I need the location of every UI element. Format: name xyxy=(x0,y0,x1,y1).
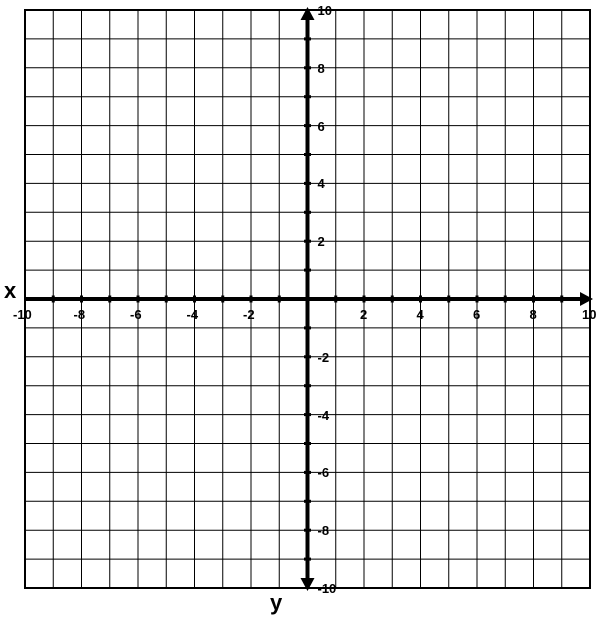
y-tick-label: -6 xyxy=(318,465,330,480)
y-tick-label: -4 xyxy=(318,408,330,423)
x-tick-label: -8 xyxy=(74,307,86,322)
coordinate-grid: -10 -8 -6 -4 -2 2 4 6 8 10 -10 -8 -6 -4 -2 2 4 6 8 10 xyxy=(0,0,598,618)
y-axis-label: y xyxy=(270,590,282,616)
y-tick-label: -2 xyxy=(318,350,330,365)
y-tick-label: -8 xyxy=(318,523,330,538)
y-tick-label: 10 xyxy=(318,3,332,18)
y-tick-label: 4 xyxy=(318,176,325,191)
x-axis-label: x xyxy=(4,278,16,304)
x-tick-label: 4 xyxy=(417,307,424,322)
x-tick-label: -10 xyxy=(13,307,32,322)
x-tick-label: -4 xyxy=(187,307,199,322)
y-tick-label: -10 xyxy=(318,581,337,596)
x-tick-label: 10 xyxy=(582,307,596,322)
y-tick-label: 8 xyxy=(318,61,325,76)
x-tick-label: 6 xyxy=(473,307,480,322)
y-tick-label: 6 xyxy=(318,119,325,134)
x-tick-label: 2 xyxy=(360,307,367,322)
y-tick-label: 2 xyxy=(318,234,325,249)
grid-svg xyxy=(0,0,598,618)
x-tick-label: 8 xyxy=(530,307,537,322)
x-tick-label: -2 xyxy=(243,307,255,322)
x-tick-label: -6 xyxy=(130,307,142,322)
